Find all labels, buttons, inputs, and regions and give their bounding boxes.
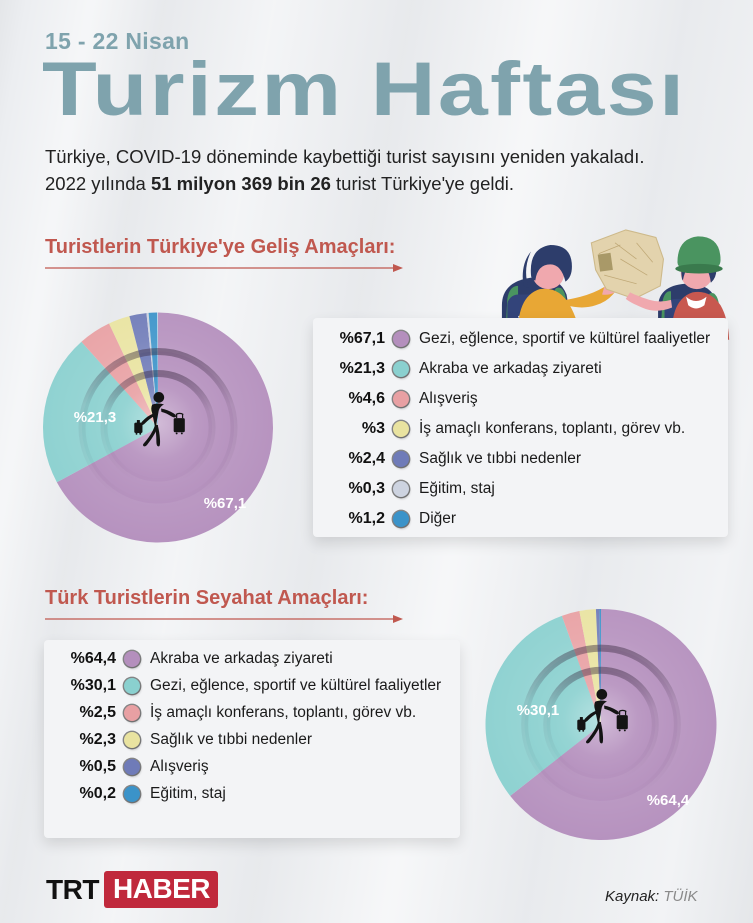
svg-text:%30,1: %30,1 — [517, 702, 560, 719]
svg-text:%64,4: %64,4 — [647, 792, 690, 809]
